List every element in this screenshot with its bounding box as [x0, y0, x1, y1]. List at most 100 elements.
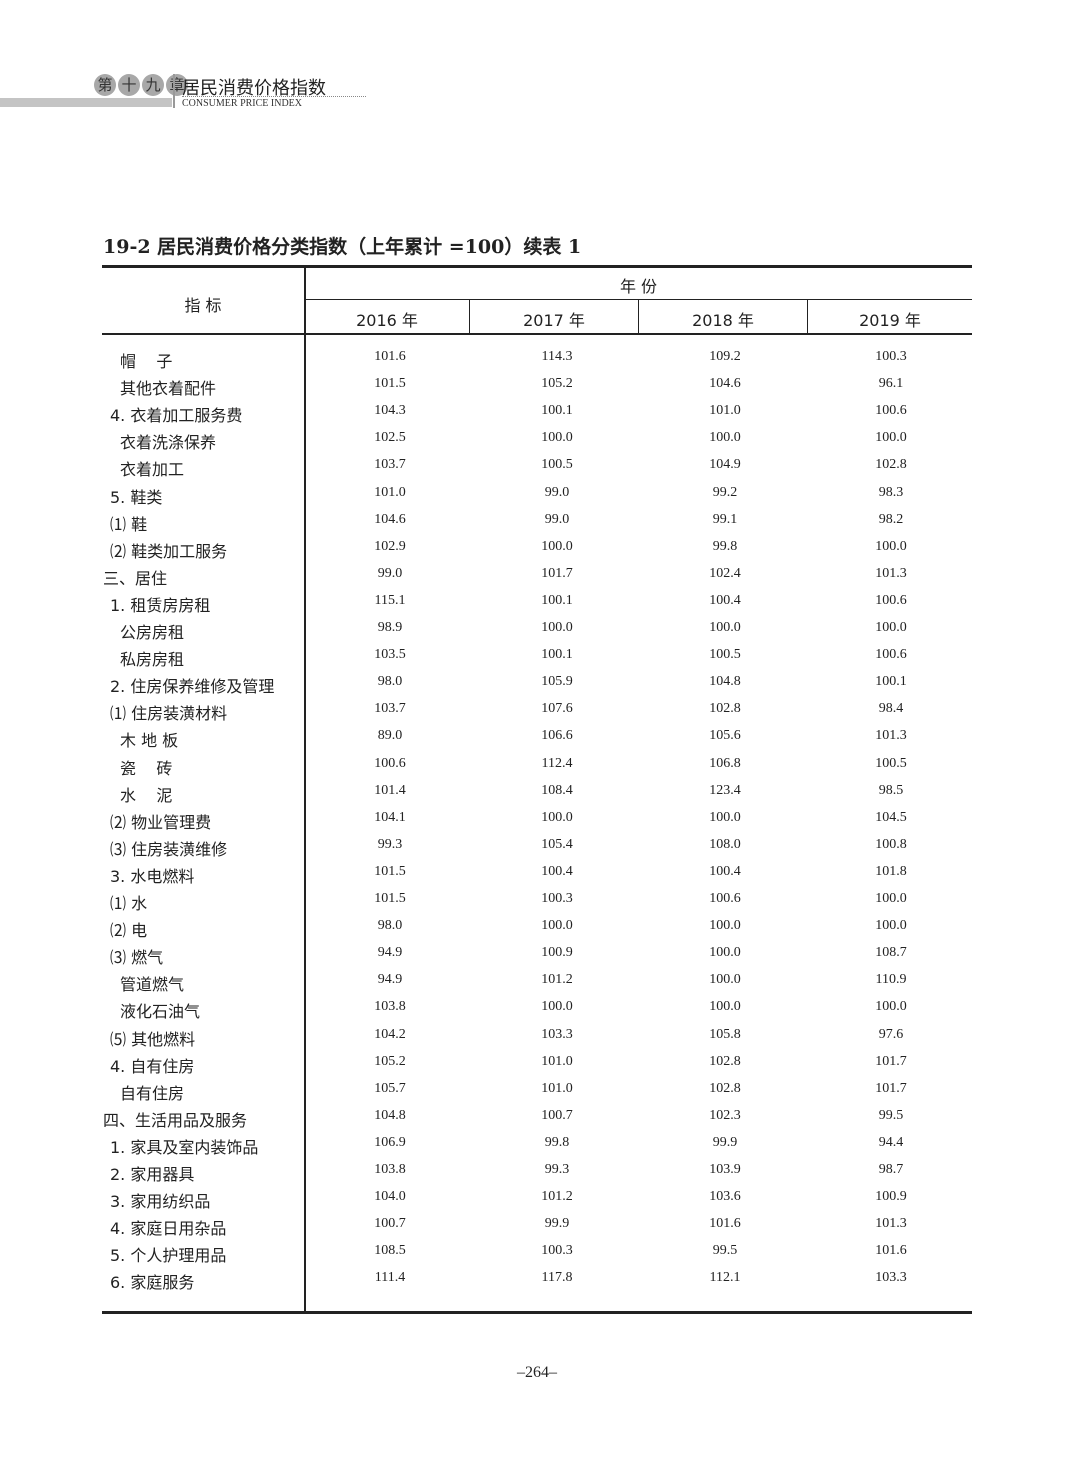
cell-value: 105.2: [541, 376, 573, 392]
cell-value: 104.8: [709, 674, 741, 690]
cell-value: 100.4: [541, 863, 573, 879]
cell-value: 100.0: [709, 972, 741, 988]
cell-value: 106.6: [541, 728, 573, 744]
row-label: 4. 衣着加工服务费: [110, 406, 243, 426]
table-row: 私房房租 103.5 100.1 100.5 100.6: [0, 646, 1074, 673]
table-row: ⑵ 鞋类加工服务 102.9 100.0 99.8 100.0: [0, 538, 1074, 565]
cell-value: 100.0: [709, 430, 741, 446]
chapter-char: 九: [142, 74, 164, 96]
cell-value: 102.8: [709, 701, 741, 717]
cell-value: 100.0: [541, 999, 573, 1015]
table-row: 5. 鞋类 101.0 99.0 99.2 98.3: [0, 484, 1074, 511]
cell-value: 100.0: [709, 999, 741, 1015]
cell-value: 105.9: [541, 674, 573, 690]
cell-value: 108.0: [709, 836, 741, 852]
cell-value: 99.9: [544, 1216, 570, 1232]
table-row: 管道燃气 94.9 101.2 100.0 110.9: [0, 971, 1074, 998]
cell-value: 100.1: [541, 647, 573, 663]
cell-value: 115.1: [374, 592, 406, 608]
cell-value: 100.6: [875, 403, 907, 419]
row-label: 其他衣着配件: [120, 379, 217, 399]
cell-value: 105.4: [541, 836, 573, 852]
cell-value: 109.2: [709, 349, 741, 364]
chapter-char: 十: [118, 74, 140, 96]
cell-value: 100.9: [875, 1189, 907, 1205]
table-bottom-rule: [102, 1311, 972, 1314]
row-label: ⑴ 鞋: [110, 514, 148, 534]
cell-value: 104.5: [875, 809, 907, 825]
cell-value: 101.7: [875, 1080, 907, 1096]
row-label: 私房房租: [120, 650, 185, 670]
cell-value: 99.0: [544, 484, 570, 500]
cell-value: 101.0: [541, 1053, 573, 1069]
year-header: 2018 年: [692, 311, 754, 330]
table-row: 四、生活用品及服务 104.8 100.7 102.3 99.5: [0, 1107, 1074, 1134]
cell-value: 123.4: [709, 782, 741, 798]
cell-value: 101.2: [541, 1189, 573, 1205]
row-label: 水 泥: [120, 785, 173, 805]
cell-value: 103.7: [374, 701, 406, 717]
table-row: 液化石油气 103.8 100.0 100.0 100.0: [0, 998, 1074, 1025]
row-label: ⑴ 水: [110, 894, 148, 913]
row-label: ⑵ 鞋类加工服务: [110, 541, 228, 561]
cell-value: 100.0: [875, 538, 907, 554]
cell-value: 100.8: [875, 836, 907, 852]
row-label: ⑵ 电: [110, 921, 148, 941]
table-title: 19-2 居民消费价格分类指数（上年累计 =100）续表 1: [103, 236, 582, 258]
cell-value: 100.0: [541, 620, 573, 635]
cell-value: 100.0: [541, 809, 573, 825]
cell-value: 98.7: [878, 1162, 904, 1177]
table-row: 4. 衣着加工服务费 104.3 100.1 101.0 100.6: [0, 402, 1074, 429]
cell-value: 103.9: [709, 1162, 741, 1177]
chapter-title-en: CONSUMER PRICE INDEX: [182, 98, 303, 109]
cell-value: 104.2: [374, 1026, 406, 1042]
cell-value: 100.1: [875, 674, 907, 690]
header-gray-bar: [0, 98, 172, 107]
cell-value: 101.5: [374, 376, 406, 392]
cell-value: 100.9: [541, 945, 573, 961]
cell-value: 101.8: [875, 863, 907, 879]
cell-value: 100.0: [709, 620, 741, 635]
cell-value: 100.4: [709, 592, 741, 608]
row-label: 木 地 板: [120, 731, 179, 751]
cell-value: 101.2: [541, 972, 573, 988]
table-row: 3. 家用纺织品 104.0 101.2 103.6 100.9: [0, 1188, 1074, 1215]
cell-value: 100.5: [709, 647, 741, 663]
row-label: 管道燃气: [120, 975, 185, 995]
table-row: 5. 个人护理用品 108.5 100.3 99.5 101.6: [0, 1242, 1074, 1269]
cell-value: 105.2: [374, 1053, 406, 1069]
cell-value: 98.0: [377, 918, 403, 934]
stub-divider: [304, 268, 306, 1311]
cell-value: 108.4: [541, 782, 573, 798]
cell-value: 102.8: [709, 1080, 741, 1096]
cell-value: 102.5: [374, 430, 406, 446]
table-row: 瓷 砖 100.6 112.4 106.8 100.5: [0, 755, 1074, 782]
chapter-char: 第: [94, 74, 116, 96]
table-row: 木 地 板 89.0 106.6 105.6 101.3: [0, 727, 1074, 754]
cell-value: 100.6: [875, 647, 907, 663]
cell-value: 102.9: [374, 538, 406, 554]
cell-value: 100.0: [875, 430, 907, 446]
cell-value: 101.4: [374, 782, 406, 798]
cell-value: 101.0: [374, 484, 406, 500]
table-row: 三、居住 99.0 101.7 102.4 101.3: [0, 565, 1074, 592]
cell-value: 94.9: [377, 945, 403, 961]
page-number: –264–: [517, 1364, 557, 1381]
cell-value: 104.1: [374, 809, 406, 825]
cell-value: 98.2: [878, 511, 904, 527]
table-row: ⑴ 鞋 104.6 99.0 99.1 98.2: [0, 511, 1074, 538]
cell-value: 100.6: [374, 755, 406, 771]
cell-value: 99.0: [544, 511, 570, 527]
cell-value: 105.8: [709, 1026, 741, 1042]
table-top-rule: [102, 265, 972, 268]
cell-value: 100.6: [709, 891, 741, 906]
cell-value: 94.9: [377, 972, 403, 988]
cell-value: 89.0: [377, 728, 403, 744]
row-label: 瓷 砖: [120, 758, 173, 778]
cell-value: 105.7: [374, 1080, 406, 1096]
row-label: 公房房租: [120, 623, 185, 642]
cell-value: 98.5: [878, 782, 904, 798]
cell-value: 101.6: [875, 1243, 907, 1259]
cell-value: 97.6: [878, 1026, 904, 1042]
cell-value: 100.0: [541, 538, 573, 554]
